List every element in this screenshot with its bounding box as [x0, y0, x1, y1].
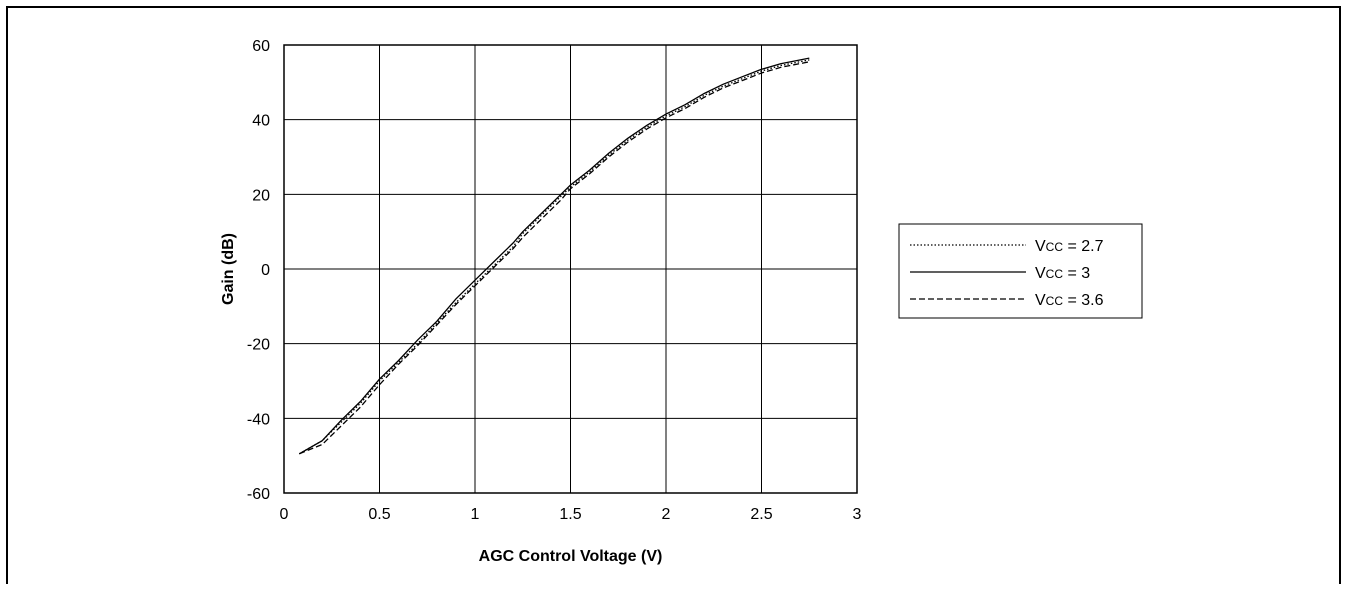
x-tick-label: 3 [853, 506, 862, 523]
legend-label-v: V [1035, 265, 1046, 282]
x-tick-labels: 0 0.5 1 1.5 2 2.5 3 [280, 506, 862, 523]
y-tick-label: 40 [252, 113, 270, 130]
legend-label-value: = 2.7 [1063, 238, 1104, 255]
grid [284, 45, 857, 493]
y-tick-label: -40 [247, 411, 270, 428]
legend-label-v: V [1035, 292, 1046, 309]
series-line-2 [299, 58, 809, 454]
legend-label-cc: CC [1046, 294, 1064, 308]
x-tick-label: 1 [471, 506, 480, 523]
legend-box [899, 224, 1142, 318]
legend-label-cc: CC [1046, 240, 1064, 254]
series-line-1 [299, 60, 809, 454]
series-lines [299, 58, 809, 454]
y-tick-label: -20 [247, 337, 270, 354]
series-line-3 [299, 62, 809, 454]
legend-label-cc: CC [1046, 267, 1064, 281]
x-tick-label: 2.5 [750, 506, 772, 523]
x-tick-label: 0.5 [368, 506, 390, 523]
legend-label-3: VCC = 3.6 [1035, 292, 1104, 309]
y-tick-labels: -60 -40 -20 0 20 40 60 [247, 38, 270, 503]
x-tick-label: 2 [662, 506, 671, 523]
legend-label-v: V [1035, 238, 1046, 255]
legend-label-2: VCC = 3 [1035, 265, 1090, 282]
y-tick-label: 20 [252, 187, 270, 204]
legend-label-value: = 3 [1063, 265, 1090, 282]
legend-label-value: = 3.6 [1063, 292, 1104, 309]
y-tick-label: 0 [261, 262, 270, 279]
legend-label-1: VCC = 2.7 [1035, 238, 1104, 255]
x-axis-title: AGC Control Voltage (V) [479, 548, 663, 565]
y-tick-label: 60 [252, 38, 270, 55]
y-axis-title: Gain (dB) [220, 233, 237, 305]
x-tick-label: 1.5 [559, 506, 581, 523]
x-tick-label: 0 [280, 506, 289, 523]
y-tick-label: -60 [247, 486, 270, 503]
